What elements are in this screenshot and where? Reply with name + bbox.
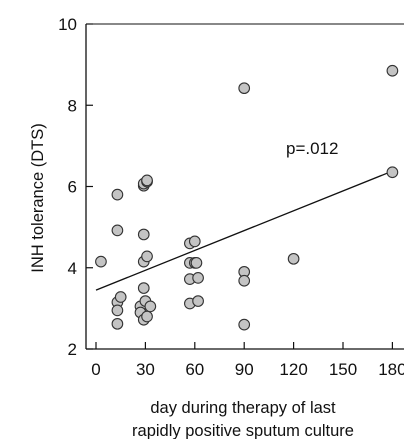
labels: INH tolerance (DTS) day during therapy o…: [29, 123, 354, 439]
data-point: [141, 174, 153, 187]
data-point: [111, 304, 124, 317]
data-point: [111, 317, 124, 330]
data-point: [386, 166, 399, 179]
x-tick-label: 180: [378, 360, 404, 379]
y-tick-label: 10: [58, 15, 77, 34]
data-point: [190, 257, 203, 269]
regression-line-group: [95, 170, 393, 291]
data-point: [188, 235, 201, 248]
data-point: [141, 250, 153, 263]
data-point: [238, 82, 251, 95]
x-axis-label-line-2: rapidly positive sputum culture: [132, 422, 354, 439]
y-tick-label: 6: [68, 178, 77, 197]
data-point: [111, 188, 124, 201]
data-point: [141, 310, 153, 323]
data-point: [386, 64, 399, 77]
data-point: [114, 291, 127, 303]
data-points: [95, 64, 399, 331]
data-point: [137, 228, 150, 241]
axes: [85, 23, 404, 350]
y-tick-label: 4: [68, 259, 77, 278]
data-point: [287, 252, 300, 265]
p-value-annotation: p=.012: [286, 139, 338, 158]
ticks: 2 4 6 8 10 0 30 60 90 120 150 180: [58, 15, 404, 379]
y-axis-label: INH tolerance (DTS): [29, 123, 47, 272]
data-point: [238, 274, 251, 287]
x-tick-label: 150: [329, 360, 357, 379]
x-tick-label: 0: [91, 360, 100, 379]
data-point: [95, 255, 107, 268]
data-point: [238, 318, 251, 331]
data-point: [137, 282, 150, 294]
x-tick-label: 120: [279, 360, 307, 379]
y-tick-label: 8: [68, 96, 77, 115]
data-point: [111, 224, 124, 237]
x-tick-label: 90: [235, 360, 254, 379]
y-tick-label: 2: [68, 340, 77, 359]
data-point: [192, 295, 204, 307]
data-point: [144, 300, 157, 313]
x-tick-label: 30: [136, 360, 155, 379]
data-point: [192, 272, 204, 284]
regression-line: [95, 170, 393, 291]
x-tick-label: 60: [185, 360, 204, 379]
x-axis-label-line-1: day during therapy of last: [150, 399, 336, 417]
